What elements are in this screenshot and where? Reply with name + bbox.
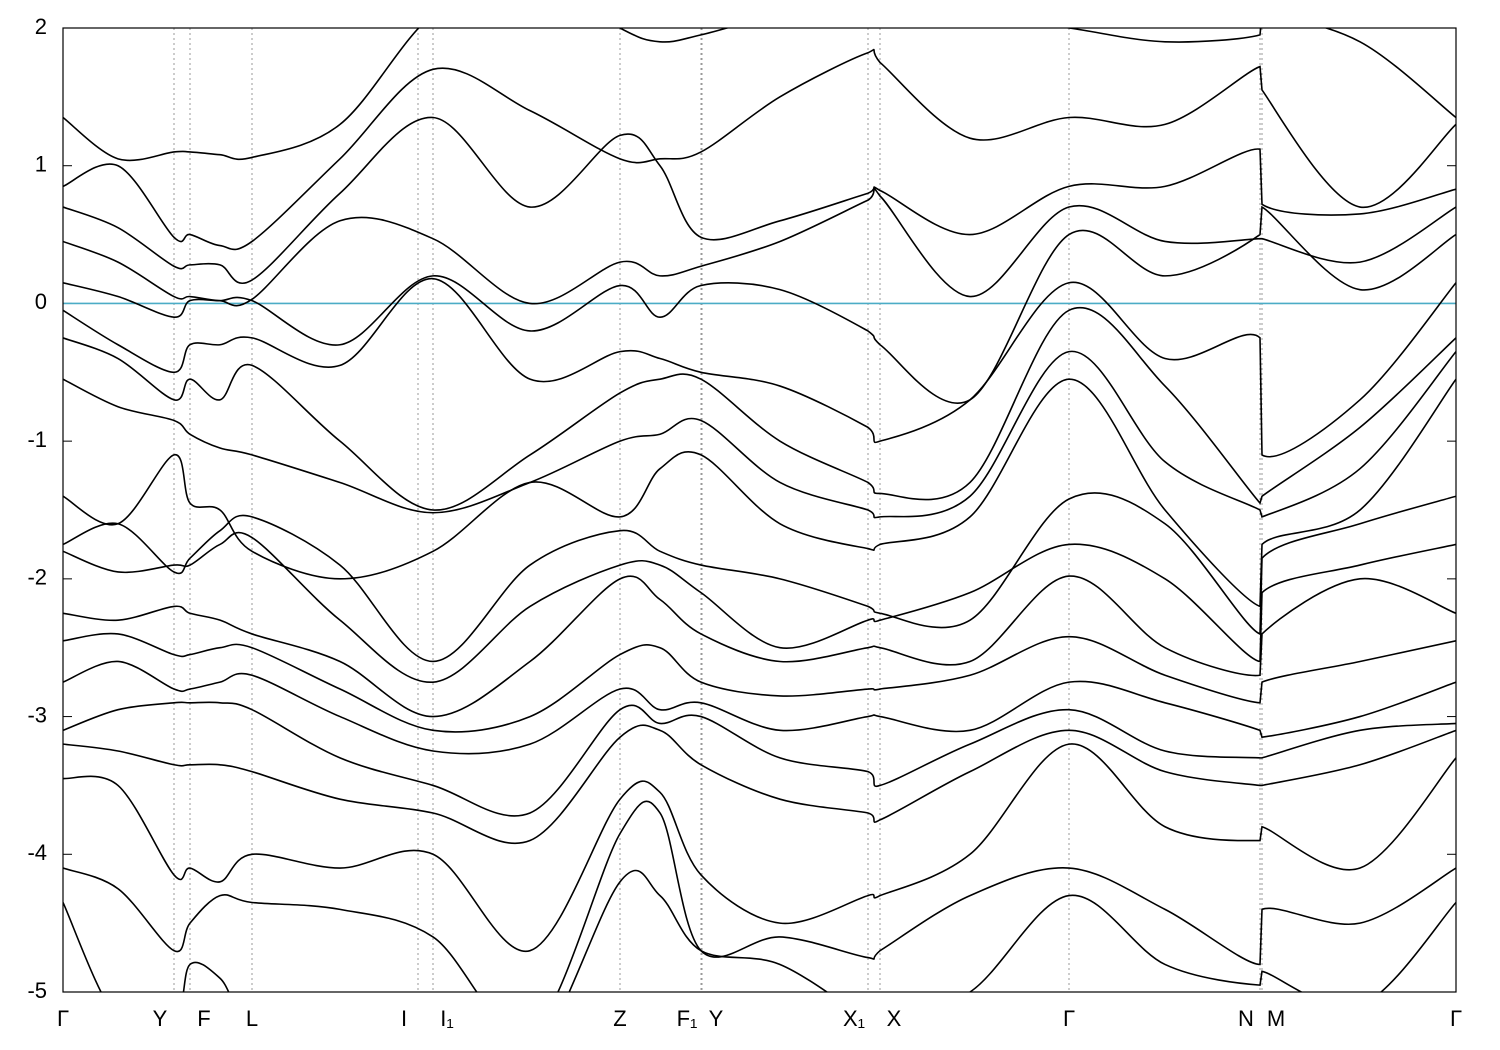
y-tick-label: 2 xyxy=(35,14,47,39)
y-tick-label: -3 xyxy=(27,702,47,727)
y-tick-label: 0 xyxy=(35,289,47,314)
band xyxy=(63,116,1456,284)
band xyxy=(63,187,1456,307)
band xyxy=(63,378,1456,608)
x-tick-label: I₁ xyxy=(440,1006,454,1031)
x-tick-label: N xyxy=(1238,1006,1254,1031)
x-tick-label: F xyxy=(197,1006,210,1031)
y-tick-label: -4 xyxy=(27,840,47,865)
y-tick-label: -1 xyxy=(27,427,47,452)
band xyxy=(63,800,1456,992)
band xyxy=(63,531,1456,683)
bands xyxy=(63,28,1456,992)
band xyxy=(63,350,1456,519)
band xyxy=(63,492,1456,663)
x-tick-label: Z xyxy=(613,1006,626,1031)
x-tick-label: Γ xyxy=(57,1006,69,1031)
x-tick-label: I xyxy=(401,1006,407,1031)
band xyxy=(63,743,1456,952)
x-tick-label: X₁ xyxy=(843,1006,865,1031)
band xyxy=(63,632,1456,733)
x-tick-label: L xyxy=(246,1006,258,1031)
band xyxy=(63,701,1456,817)
x-tick-label: X xyxy=(887,1006,902,1031)
x-tick-label: Y xyxy=(709,1006,724,1031)
band xyxy=(63,660,1456,755)
y-tick-label: 1 xyxy=(35,152,47,177)
band xyxy=(63,869,1456,992)
band xyxy=(63,575,1456,718)
x-tick-label: Γ xyxy=(1450,1006,1462,1031)
x-tick-label: Γ xyxy=(1063,1006,1075,1031)
band xyxy=(63,48,1456,251)
y-tick-label: -5 xyxy=(27,978,47,1003)
x-tick-label: Y xyxy=(153,1006,168,1031)
band xyxy=(63,724,1456,845)
x-tick-label: M xyxy=(1267,1006,1285,1031)
x-tick-label: F₁ xyxy=(677,1006,698,1031)
y-tick-label: -2 xyxy=(27,565,47,590)
band xyxy=(63,205,1456,404)
band xyxy=(63,307,1456,511)
plot-frame xyxy=(62,27,1457,993)
band xyxy=(63,28,1456,162)
band xyxy=(63,277,1456,458)
